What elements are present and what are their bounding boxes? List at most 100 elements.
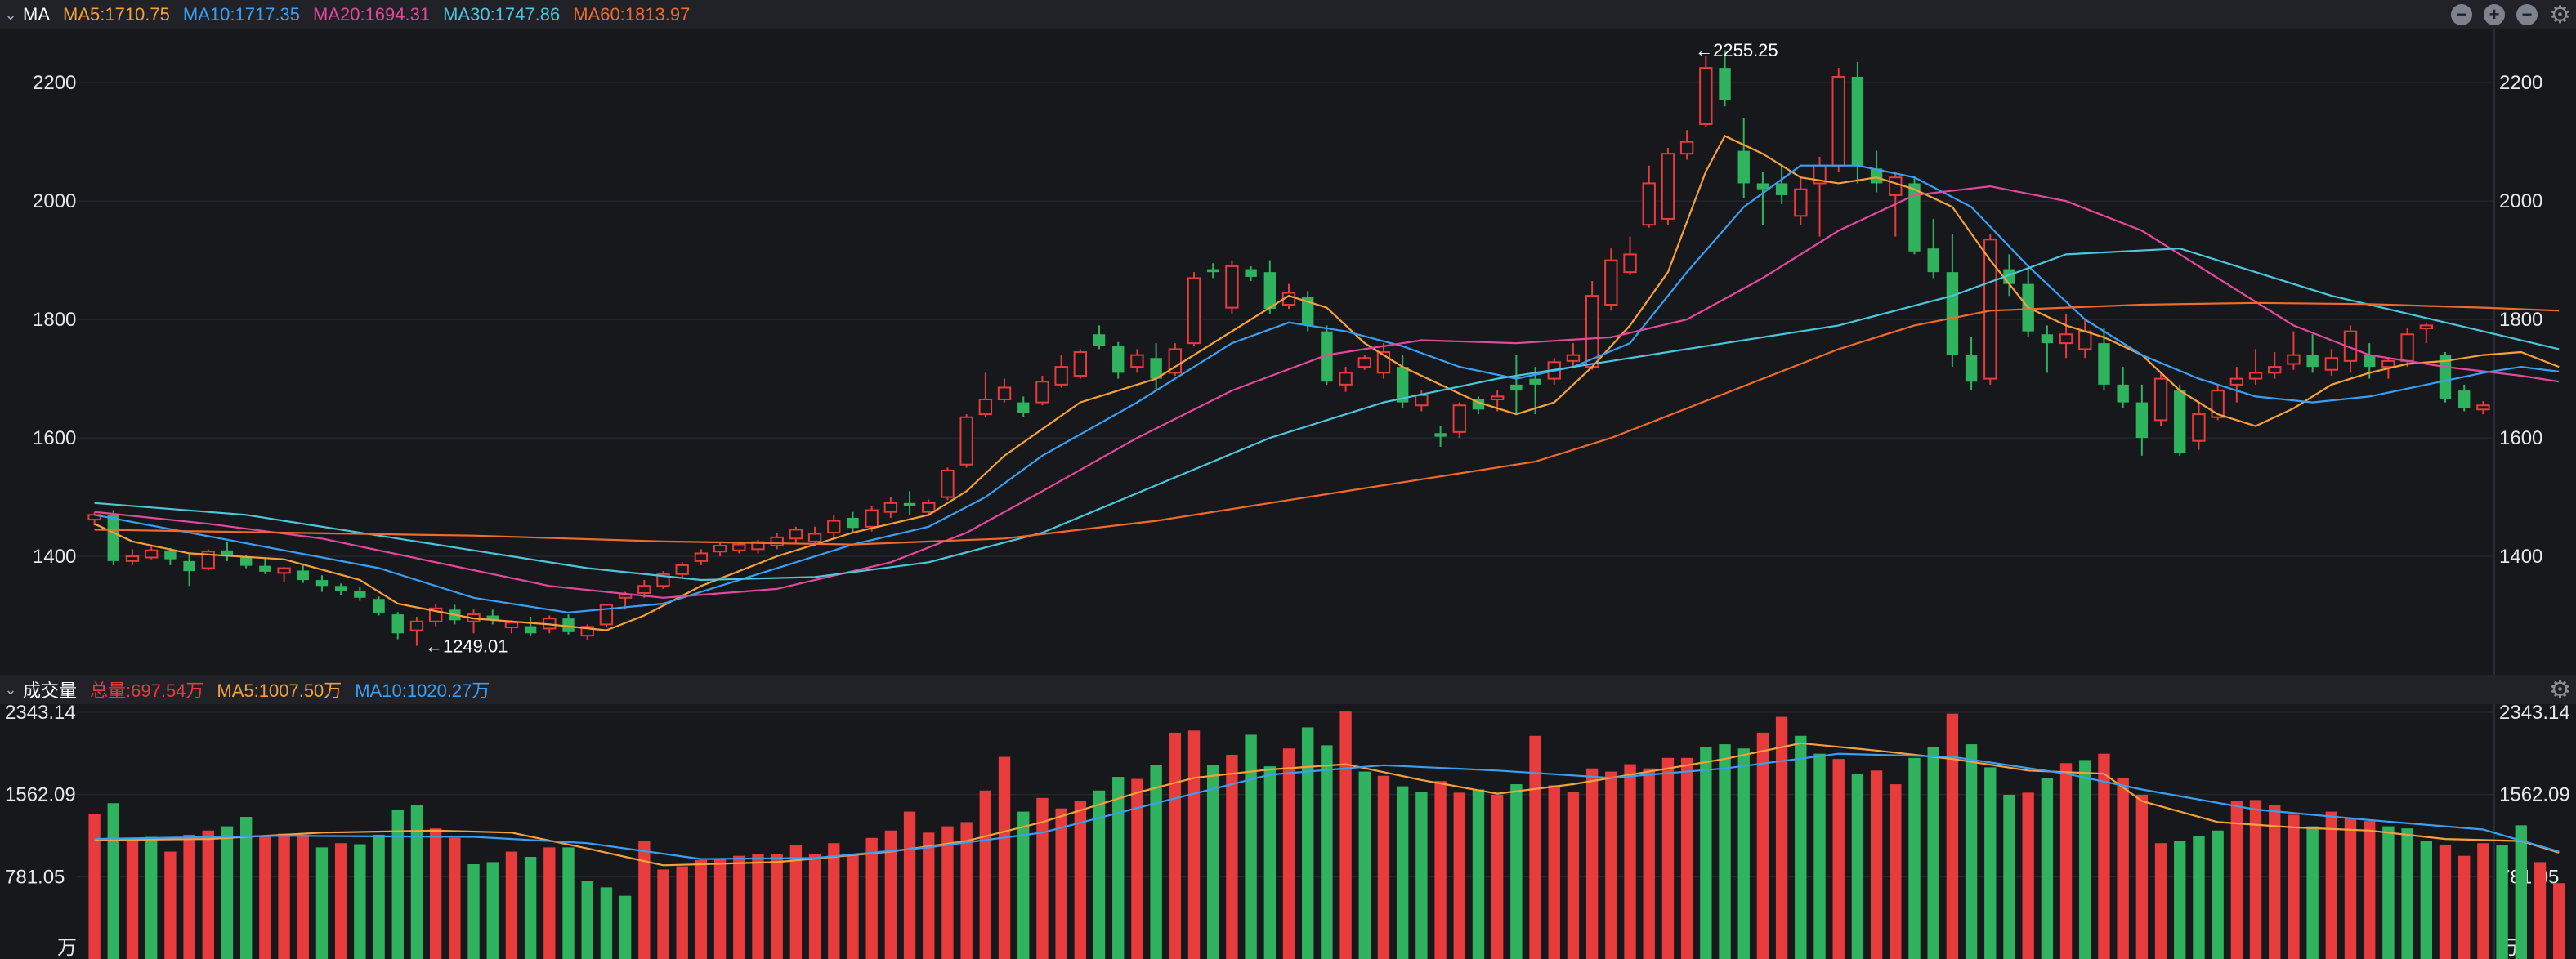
volume-bar (126, 841, 139, 959)
candle (713, 543, 727, 557)
volume-bar (1396, 786, 1409, 959)
candle-body-up (1168, 348, 1183, 374)
volume-bar (771, 854, 783, 959)
candle-body-up (2287, 354, 2301, 365)
candle-body-up (125, 555, 140, 562)
candle-body-up (2268, 366, 2282, 374)
candle (2229, 367, 2244, 403)
candle (409, 616, 424, 646)
candle-body-down (1870, 168, 1883, 184)
volume-bar (2174, 841, 2186, 959)
volume-bar (1339, 711, 1352, 959)
candle (1434, 426, 1447, 447)
candle-body-up (959, 416, 973, 466)
candle (1168, 343, 1183, 376)
price-ma10-line (94, 164, 2560, 614)
volume-bar (979, 790, 992, 959)
candle (1396, 355, 1409, 408)
candle-body-down (1756, 183, 1769, 190)
candle (2476, 401, 2490, 415)
volume-bar (884, 830, 897, 959)
candle-body-down (315, 580, 329, 587)
candle (1642, 165, 1656, 228)
candle-body-up (1642, 182, 1656, 226)
volume-bar (1529, 735, 1541, 959)
candle-body-up (2153, 377, 2168, 422)
candle-body-up (1889, 176, 1903, 196)
volume-bar (1453, 792, 1465, 959)
candle-body-up (1794, 188, 1808, 217)
price-ytick-left: 2000 (33, 190, 76, 212)
candle-body-up (1490, 395, 1505, 400)
volume-bar (239, 817, 253, 959)
candle-body-up (409, 620, 424, 631)
candle-body-up (1357, 357, 1371, 368)
candle-body-up (637, 585, 651, 594)
volume-bar (2401, 828, 2413, 959)
candle-body-down (2117, 384, 2129, 403)
candle (391, 612, 404, 640)
volume-bar (2496, 845, 2508, 959)
candle-body-down (1851, 76, 1864, 166)
candle-body-down (1965, 355, 1978, 382)
volume-bar (2098, 753, 2110, 959)
volume-bar (88, 814, 101, 959)
volume-bar (2212, 830, 2224, 959)
candle-body-down (2135, 402, 2149, 439)
candle-body-down (1529, 378, 1541, 385)
candle (1679, 130, 1694, 160)
price-settings-gear-icon[interactable]: ⚙ (2549, 1, 2571, 29)
volume-bar (657, 869, 669, 959)
candle (789, 526, 803, 545)
collapse-chevron-icon[interactable]: ⌄ (4, 6, 17, 23)
volume-bar (1756, 732, 1769, 959)
volume-bar (562, 847, 575, 959)
volume-bar (1169, 732, 1182, 959)
zoom-out-button[interactable]: − (2451, 4, 2473, 25)
volume-bar (1661, 757, 1675, 959)
volume-bar (505, 851, 518, 959)
volume-bar (2154, 843, 2167, 959)
volume-bar (373, 834, 385, 959)
candle-body-down (1150, 358, 1162, 379)
candle-body-down (2174, 390, 2186, 453)
volume-bar (2344, 818, 2357, 959)
candle (1339, 367, 1353, 392)
volume-bar (221, 826, 234, 959)
volume-bar (1074, 801, 1087, 959)
candle (1775, 165, 1788, 204)
volume-bar (1415, 792, 1428, 959)
candle (334, 583, 347, 595)
minimize-button[interactable]: − (2516, 4, 2538, 25)
candle (1035, 375, 1049, 406)
volume-settings-gear-icon[interactable]: ⚙ (2549, 676, 2571, 703)
candle (2343, 325, 2358, 373)
candle-body-down (1112, 346, 1125, 373)
candle-body-down (524, 626, 537, 634)
volume-bar (1017, 811, 1030, 959)
volume-collapse-chevron-icon[interactable]: ⌄ (4, 680, 17, 698)
zoom-in-button[interactable]: + (2484, 4, 2506, 25)
candle-body-up (580, 626, 594, 637)
volume-bar (1927, 747, 1939, 959)
candle (959, 414, 973, 468)
volume-ytick-left: 2343.14 (5, 704, 76, 724)
volume-ma5-line (94, 742, 2560, 867)
candle (2192, 402, 2206, 450)
candle-body-up (2229, 377, 2244, 386)
candle-body-up (1415, 394, 1429, 407)
volume-bar (941, 826, 954, 959)
price-ytick-left: 1800 (33, 309, 76, 331)
candle-body-up (2192, 413, 2206, 442)
candle (922, 499, 936, 516)
volume-bar (1832, 759, 1845, 959)
volume-bar-chart[interactable]: 781.05 781.05 1562.09 1562.09 2343.14 2343.14… (0, 704, 2576, 959)
candle-body-down (297, 570, 309, 581)
candle (2419, 322, 2434, 344)
candle-body-up (978, 398, 993, 416)
volume-bar (1187, 730, 1201, 959)
candlestick-chart[interactable]: 1400 1400 1600 1600 1800 1800 2000 2000 2200 2200… (0, 29, 2576, 675)
ma10-value: MA10:1717.35 (182, 4, 300, 25)
price-ma60-line (94, 301, 2560, 546)
volume-ytick-right: 1562.09 (2499, 784, 2570, 806)
